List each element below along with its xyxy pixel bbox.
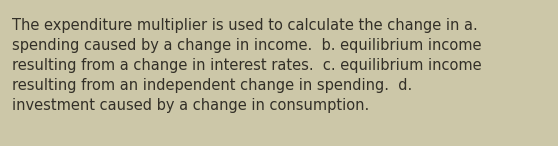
Text: The expenditure multiplier is used to calculate the change in a.
spending caused: The expenditure multiplier is used to ca… [12, 18, 482, 113]
